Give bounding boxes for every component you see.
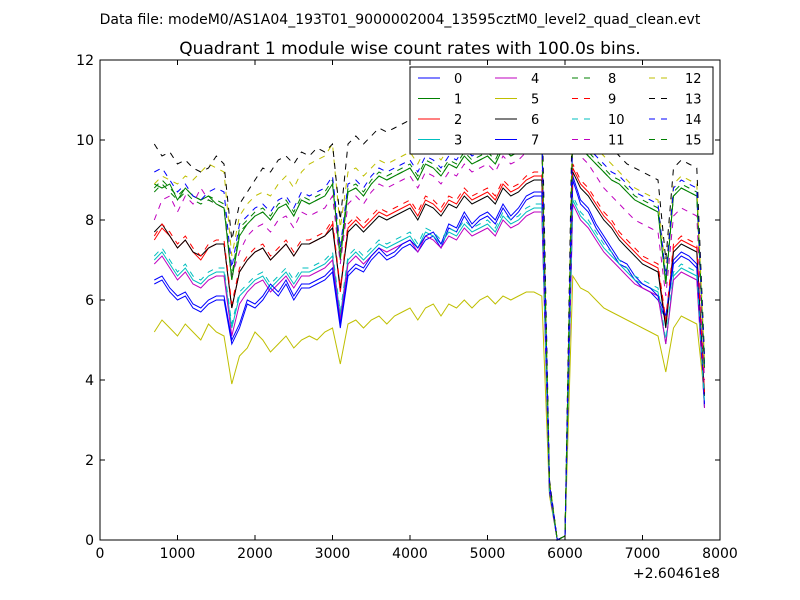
y-tick-label: 0 [85, 533, 94, 549]
suptitle: Data file: modeM0/AS1A04_193T01_90000020… [100, 12, 701, 28]
series-line-15 [153, 127, 705, 541]
legend-label-5: 5 [531, 93, 539, 108]
x-tick-label: 1000 [160, 546, 196, 562]
chart-title: Quadrant 1 module wise count rates with … [179, 39, 640, 59]
x-tick-label: 6000 [547, 546, 583, 562]
legend-label-12: 12 [685, 72, 702, 87]
series-line-7 [154, 175, 705, 541]
series-line-14 [154, 119, 705, 541]
legend-label-13: 13 [685, 93, 702, 108]
legend-label-0: 0 [454, 72, 462, 87]
series-line-12 [153, 99, 705, 541]
legend-label-11: 11 [608, 134, 625, 149]
legend-label-6: 6 [531, 113, 539, 128]
y-tick-label: 8 [85, 213, 94, 229]
y-tick-label: 12 [76, 53, 94, 69]
x-axis: 0 1000 2000 3000 4000 5000 6000 7000 8000 [96, 60, 738, 562]
y-tick-label: 6 [85, 293, 94, 309]
x-tick-label: 4000 [392, 546, 428, 562]
series-line-8 [153, 123, 705, 541]
series-line-5 [153, 274, 705, 541]
x-tick-label: 2000 [237, 546, 273, 562]
legend-label-1: 1 [454, 93, 462, 108]
x-tick-label: 5000 [470, 546, 506, 562]
legend-label-15: 15 [685, 134, 702, 149]
legend-label-14: 14 [685, 113, 702, 128]
x-tick-label: 8000 [702, 546, 738, 562]
series-line-2 [153, 167, 705, 541]
x-tick-label: 7000 [625, 546, 661, 562]
series-line-9 [153, 163, 705, 541]
legend-label-2: 2 [454, 113, 462, 128]
legend-label-9: 9 [608, 93, 616, 108]
legend-label-3: 3 [454, 134, 462, 149]
series-line-11 [153, 135, 705, 541]
legend-frame [409, 66, 714, 155]
legend-label-10: 10 [608, 113, 625, 128]
series-line-6 [153, 171, 705, 541]
series-line-10 [153, 195, 705, 541]
y-tick-label: 10 [76, 133, 94, 149]
x-tick-label: 3000 [315, 546, 351, 562]
legend-label-4: 4 [531, 72, 539, 87]
y-tick-label: 4 [85, 373, 94, 389]
series-line-4 [153, 203, 705, 541]
legend-label-8: 8 [608, 72, 616, 87]
plot-area [153, 79, 705, 541]
x-tick-label: 0 [96, 546, 105, 562]
legend-label-7: 7 [531, 134, 539, 149]
y-tick-label: 2 [85, 453, 94, 469]
x-offset-label: +2.60461e8 [633, 566, 720, 582]
